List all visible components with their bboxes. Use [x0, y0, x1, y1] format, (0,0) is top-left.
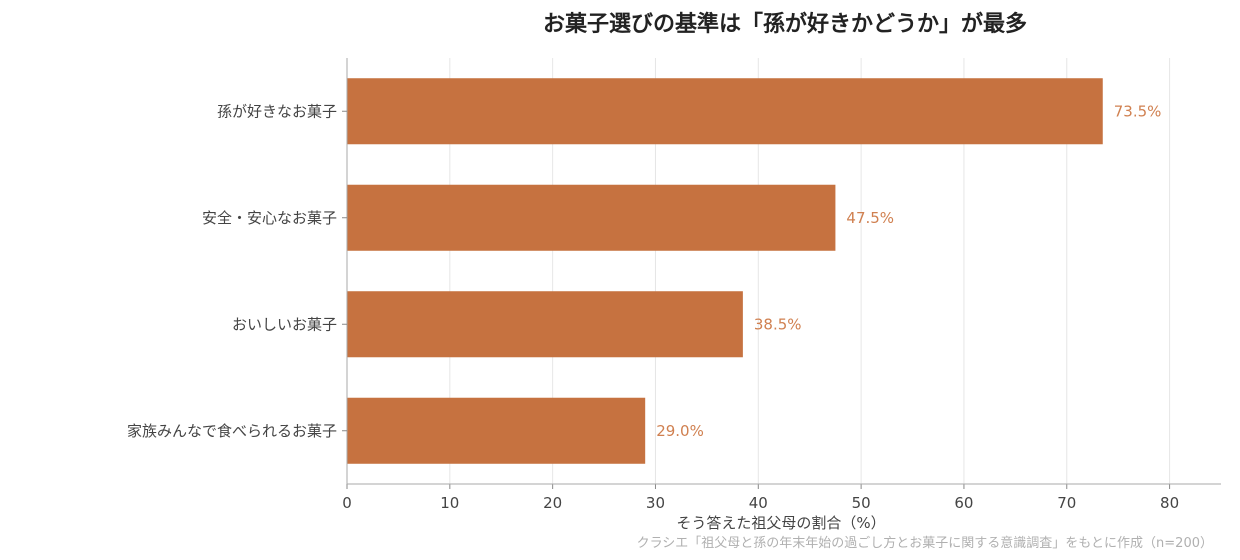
y-tick-label: おいしいお菓子	[232, 315, 337, 333]
x-tick-label: 70	[1057, 494, 1076, 512]
bars	[347, 78, 1103, 464]
x-tick-label: 0	[342, 494, 352, 512]
x-axis-label: そう答えた祖父母の割合（%）	[676, 514, 886, 532]
x-tick-label: 10	[440, 494, 459, 512]
data-label: 47.5%	[846, 209, 894, 227]
x-tick-label: 30	[646, 494, 665, 512]
bar-3	[347, 397, 646, 464]
bar-2	[347, 291, 743, 358]
y-tick-label: 安全・安心なお菓子	[202, 209, 337, 227]
labels: 0 10 20 30 40 50 60 70 80 孫が好きなお菓子 73.5% 安全・安心なお菓子 4…	[127, 102, 1179, 512]
x-tick-label: 80	[1160, 494, 1179, 512]
data-label: 38.5%	[754, 315, 802, 333]
y-tick-label: 家族みんなで食べられるお菓子	[127, 422, 337, 440]
bar-0	[347, 78, 1103, 145]
x-tick-label: 20	[543, 494, 562, 512]
data-label: 73.5%	[1114, 102, 1162, 120]
data-label: 29.0%	[656, 422, 704, 440]
bar-1	[347, 184, 836, 251]
x-tick-label: 40	[749, 494, 768, 512]
source-note: クラシエ「祖父母と孫の年末年始の過ごし方とお菓子に関する意識調査」をもとに作成（…	[636, 536, 1213, 551]
x-tick-label: 60	[954, 494, 973, 512]
chart-title: お菓子選びの基準は「孫が好きかどうか」が最多	[542, 12, 1027, 37]
axes	[342, 58, 1221, 489]
x-tick-label: 50	[852, 494, 871, 512]
y-tick-label: 孫が好きなお菓子	[217, 102, 337, 120]
